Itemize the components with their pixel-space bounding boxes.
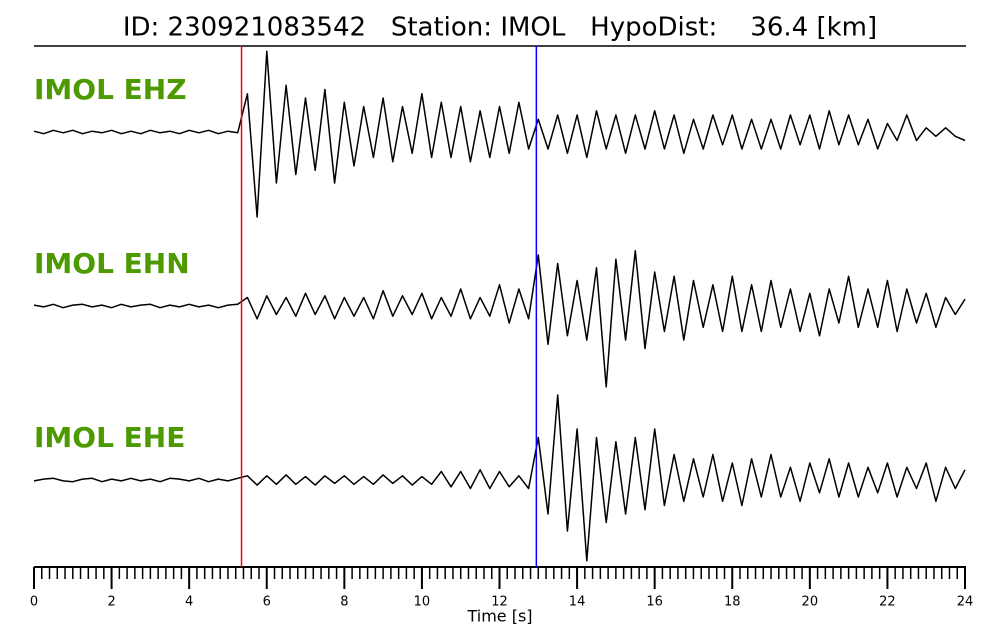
x-tick-label: 8 <box>340 595 348 610</box>
trace-label: IMOL EHE <box>34 421 185 454</box>
x-tick-label: 6 <box>263 595 271 610</box>
x-tick-label: 20 <box>802 595 819 610</box>
x-tick-label: 12 <box>491 595 508 610</box>
x-tick-label: 2 <box>107 595 115 610</box>
x-tick-label: 10 <box>414 595 431 610</box>
x-tick-label: 18 <box>724 595 741 610</box>
chart-title: ID: 230921083542 Station: IMOL HypoDist:… <box>123 13 877 43</box>
x-axis-label: Time [s] <box>466 607 532 626</box>
waveform <box>33 394 966 562</box>
x-tick-label: 14 <box>569 595 586 610</box>
trace-label: IMOL EHZ <box>34 73 187 106</box>
trace-label: IMOL EHN <box>34 247 190 280</box>
x-tick-label: 24 <box>957 595 974 610</box>
x-tick-label: 0 <box>30 595 38 610</box>
x-tick-label: 16 <box>646 595 663 610</box>
waveform <box>33 250 966 388</box>
x-tick-label: 22 <box>879 595 896 610</box>
waveform <box>33 50 966 218</box>
x-tick-label: 4 <box>185 595 193 610</box>
